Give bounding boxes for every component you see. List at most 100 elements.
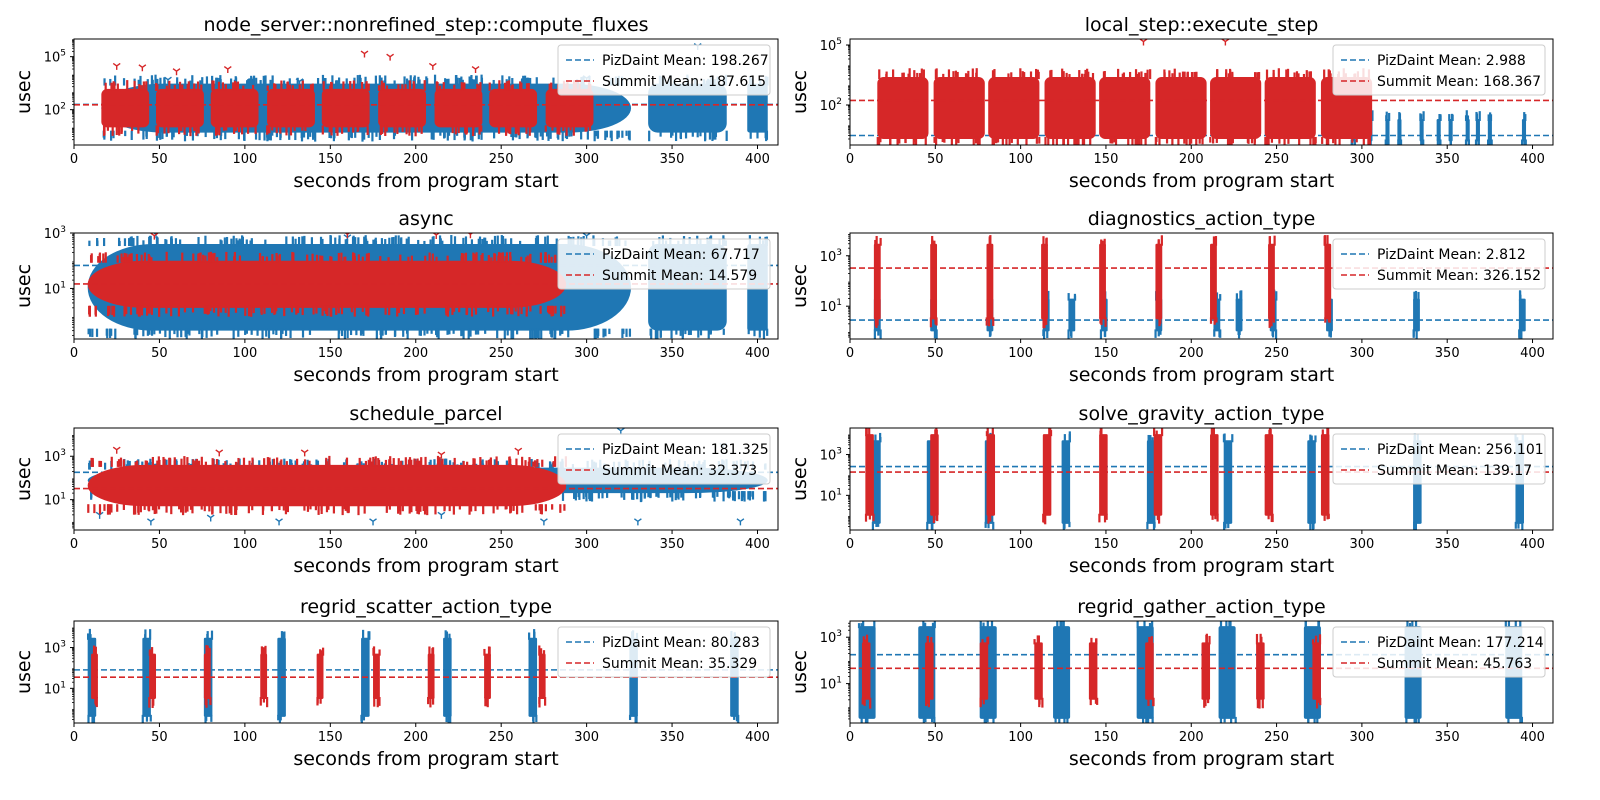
point-spike [924,136,927,145]
point-spike [1045,317,1048,326]
point-spike [361,328,364,334]
point-spike [931,521,934,530]
point-spike [1086,68,1089,80]
point-spike [487,459,491,467]
x-tick-label: 250 [1264,730,1289,745]
point-spike [357,504,360,516]
point-spike [131,239,134,247]
point-spike [451,125,454,134]
point-spike [453,236,457,247]
point-spike [279,130,282,138]
point-spike [593,130,596,142]
point-spike [145,714,149,722]
point-spike [972,136,975,145]
x-tick-label: 400 [1520,730,1545,745]
point-spike [463,130,466,139]
point-spike [1255,633,1259,645]
y-axis-label: usec [13,650,35,694]
point-spike [189,504,193,510]
point-spike [324,305,328,314]
point-spike [1077,136,1080,145]
point-spike [301,305,304,315]
point-spike [410,504,413,513]
point-spike [230,504,233,515]
point-spike [88,462,91,470]
point-spike [1307,716,1310,723]
point-spike [990,621,994,629]
point-spike [209,697,212,706]
point-spike [1269,429,1272,437]
point-spike [423,80,426,91]
legend-entry: Summit Mean: 326.152 [1377,268,1541,284]
point-spike [1230,716,1233,723]
point-spike [1268,429,1271,437]
point-spike [94,646,97,656]
point-spike [511,130,515,141]
point-spike [753,328,756,337]
point-spike [879,432,882,443]
point-spike [272,458,276,467]
point-spike [207,305,210,314]
point-spike [361,305,364,312]
point-spike [1037,635,1041,645]
point-spike [340,305,344,315]
x-tick-label: 100 [1008,537,1033,552]
point-spike [1520,716,1524,723]
point-spike [493,459,496,470]
point-spike [539,305,542,314]
point-spike [525,83,529,91]
point-spike [344,504,347,511]
point-spike [246,80,249,86]
point-spike [533,460,537,467]
point-spike [110,328,113,336]
point-spike [991,428,994,437]
point-spike [155,130,159,141]
point-spike [954,70,957,80]
point-spike [482,504,485,515]
point-spike [561,491,565,501]
point-spike [534,328,537,339]
point-spike [158,130,161,138]
point-spike [254,125,257,134]
point-spike [445,78,448,86]
point-spike [526,130,529,138]
point-spike [992,136,995,145]
x-tick-label: 150 [318,152,343,167]
point-spike [245,239,248,247]
legend-entry: Summit Mean: 45.763 [1377,656,1532,672]
point-spike [548,83,551,91]
point-cluster [1155,243,1163,320]
point-spike [301,80,304,91]
point-spike [536,235,540,247]
point-spike [241,236,244,247]
point-spike [1235,293,1238,301]
point-spike [288,78,291,86]
point-spike [229,78,233,86]
point-spike [200,456,203,467]
point-spike [225,251,228,263]
point-cluster [648,83,727,133]
x-tick-label: 250 [489,730,514,745]
point-spike [480,77,484,86]
point-cluster [747,83,768,133]
point-spike [1264,136,1267,145]
x-tick-label: 250 [489,346,514,361]
point-spike [401,125,404,132]
point-spike [596,130,599,139]
point-spike [392,458,395,467]
point-spike [554,305,557,314]
point-spike [1198,136,1201,144]
point-spike [145,130,148,137]
point-spike [1213,240,1216,246]
point-spike [408,125,411,136]
point-spike [142,328,145,337]
point-spike [170,504,173,515]
point-spike [498,254,501,263]
point-spike [1319,697,1322,706]
point-spike [365,253,369,263]
point-spike [865,428,868,437]
point-spike [1114,136,1118,145]
point-spike [1411,621,1414,629]
point-spike [179,239,182,247]
